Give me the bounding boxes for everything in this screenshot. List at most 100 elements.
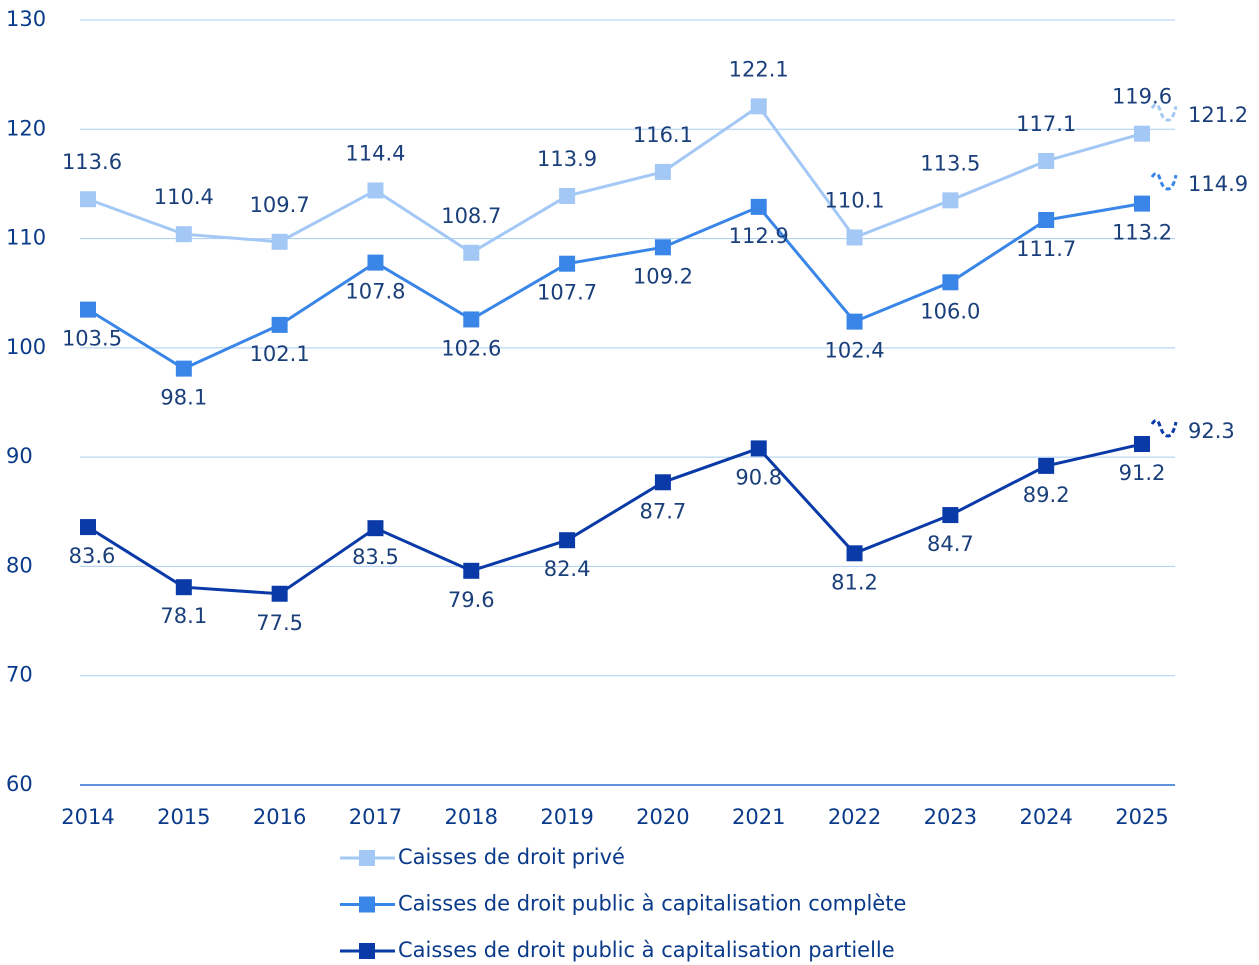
value-label: 83.5	[352, 545, 399, 569]
point	[1134, 195, 1150, 212]
point	[1134, 436, 1150, 453]
end-label: 92.3	[1188, 419, 1235, 443]
point	[942, 507, 959, 524]
point	[1134, 125, 1150, 142]
value-label: 114.4	[345, 141, 405, 165]
x-tick-label: 2023	[924, 805, 977, 829]
point	[1038, 211, 1055, 228]
value-label: 81.2	[831, 570, 878, 594]
value-label: 77.5	[256, 611, 303, 635]
point	[750, 198, 767, 215]
point	[80, 519, 96, 536]
point	[942, 274, 959, 291]
legend-marker	[359, 896, 375, 913]
x-tick-label: 2025	[1115, 805, 1168, 829]
end-marker	[1150, 103, 1178, 122]
x-tick-label: 2024	[1019, 805, 1072, 829]
value-label: 112.9	[729, 224, 789, 248]
point	[1038, 152, 1055, 169]
y-tick-label: 80	[6, 553, 33, 577]
value-label: 110.4	[154, 185, 214, 209]
point	[559, 255, 576, 272]
point	[559, 532, 576, 549]
point	[846, 313, 863, 330]
value-label: 102.1	[250, 342, 310, 366]
value-label: 98.1	[160, 386, 207, 410]
end-marker	[1150, 419, 1178, 438]
value-label: 113.2	[1112, 221, 1172, 245]
y-tick-label: 70	[6, 663, 33, 687]
value-label: 89.2	[1023, 483, 1070, 507]
point	[1038, 457, 1055, 474]
x-tick-label: 2018	[445, 805, 498, 829]
value-label: 90.8	[735, 465, 782, 489]
value-label: 78.1	[160, 604, 207, 628]
value-label: 82.4	[544, 557, 591, 581]
value-label: 102.4	[824, 339, 884, 363]
point	[175, 360, 192, 377]
value-label: 103.5	[62, 327, 122, 351]
y-tick-label: 130	[6, 7, 46, 31]
y-tick-label: 90	[6, 444, 33, 468]
x-tick-label: 2019	[540, 805, 593, 829]
x-tick-label: 2020	[636, 805, 689, 829]
value-label: 84.7	[927, 532, 974, 556]
y-tick-label: 100	[6, 335, 46, 359]
series-line	[87, 104, 1143, 255]
point	[463, 244, 480, 261]
legend-label: Caisses de droit public à capitalisation…	[398, 938, 895, 962]
point	[846, 229, 863, 246]
point	[463, 311, 480, 328]
legend-marker	[359, 943, 375, 959]
legend-label: Caisses de droit privé	[398, 845, 625, 869]
point	[367, 254, 384, 271]
x-tick-label: 2022	[828, 805, 881, 829]
value-label: 116.1	[633, 123, 693, 147]
y-tick-label: 110	[6, 226, 46, 250]
legend-marker	[359, 850, 375, 866]
value-label: 102.6	[441, 336, 501, 360]
value-label: 87.7	[640, 499, 687, 523]
value-label: 113.9	[537, 147, 597, 171]
point	[175, 579, 192, 596]
point	[750, 98, 767, 115]
value-label: 119.6	[1112, 85, 1172, 109]
point	[367, 520, 384, 537]
x-tick-label: 2017	[349, 805, 402, 829]
value-label: 113.5	[920, 151, 980, 175]
end-marker	[1150, 172, 1178, 191]
point	[846, 545, 863, 562]
value-label: 117.1	[1016, 112, 1076, 136]
y-tick-label: 60	[6, 772, 33, 796]
series-line	[87, 202, 1143, 371]
point	[80, 301, 96, 318]
point	[654, 239, 671, 256]
end-label: 121.2	[1188, 103, 1248, 127]
x-tick-label: 2015	[157, 805, 210, 829]
point	[367, 182, 384, 199]
value-label: 108.7	[441, 204, 501, 228]
point	[271, 585, 288, 602]
value-label: 113.6	[62, 150, 122, 174]
value-label: 106.0	[920, 299, 980, 323]
value-label: 109.2	[633, 264, 693, 288]
legend-label: Caisses de droit public à capitalisation…	[398, 892, 906, 916]
series-line	[87, 442, 1143, 596]
value-label: 83.6	[69, 544, 116, 568]
y-tick-label: 120	[6, 116, 46, 140]
value-label: 91.2	[1119, 461, 1166, 485]
x-tick-label: 2016	[253, 805, 306, 829]
point	[750, 440, 767, 457]
x-tick-label: 2014	[61, 805, 114, 829]
point	[463, 562, 480, 579]
value-label: 122.1	[729, 57, 789, 81]
point	[942, 192, 959, 209]
point	[654, 474, 671, 491]
value-label: 110.1	[824, 188, 884, 212]
value-label: 111.7	[1016, 237, 1076, 261]
value-label: 107.8	[345, 280, 405, 304]
point	[654, 163, 671, 180]
point	[271, 316, 288, 333]
end-label: 114.9	[1188, 172, 1248, 196]
